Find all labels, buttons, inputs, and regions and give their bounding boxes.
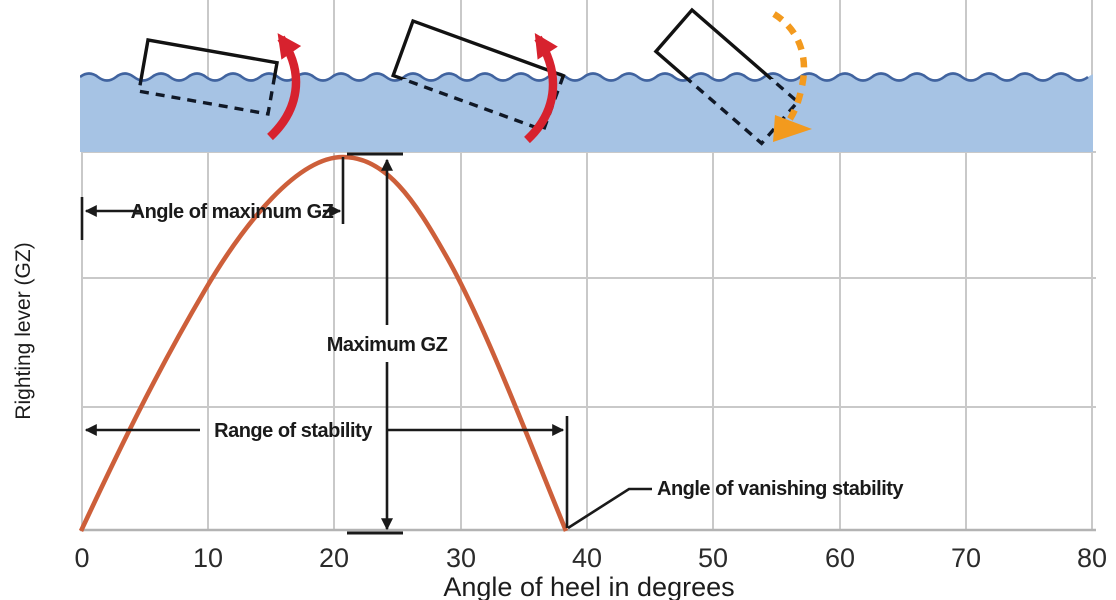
x-tick-70: 70 bbox=[951, 543, 981, 573]
callout-leader-line bbox=[567, 487, 652, 530]
x-tick-50: 50 bbox=[698, 543, 728, 573]
x-tick-0: 0 bbox=[74, 543, 89, 573]
callout-angle-of-vanishing-stability: Angle of vanishing stability bbox=[567, 478, 905, 530]
x-tick-80: 80 bbox=[1077, 543, 1107, 573]
x-tick-10: 10 bbox=[193, 543, 223, 573]
x-tick-40: 40 bbox=[572, 543, 602, 573]
x-tick-30: 30 bbox=[446, 543, 476, 573]
y-axis-label: Righting lever (GZ) bbox=[12, 242, 35, 419]
water-band bbox=[80, 72, 1093, 152]
dim-range-of-stability: Range of stability bbox=[84, 416, 569, 528]
righting-arrow-2 bbox=[524, 32, 558, 144]
dim-angle-of-maximum-gz: Angle of maximum GZ bbox=[80, 157, 345, 240]
x-tick-60: 60 bbox=[825, 543, 855, 573]
water-fill bbox=[80, 73, 1093, 152]
label-maximum-gz: Maximum GZ bbox=[327, 334, 448, 356]
ship-heel-moderate-hull bbox=[390, 18, 566, 79]
water-surface-line bbox=[80, 72, 1089, 82]
dim-maximum-gz: Maximum GZ bbox=[327, 152, 448, 535]
capsize-arrow bbox=[772, 11, 808, 121]
ships-above-water bbox=[137, 7, 801, 79]
ship-heel-small-submerged bbox=[137, 79, 279, 116]
x-axis-ticks: 0 10 20 30 40 50 60 70 80 bbox=[74, 543, 1107, 573]
ship-heel-capsizing-hull bbox=[653, 7, 801, 79]
x-axis-label: Angle of heel in degrees bbox=[443, 572, 734, 600]
righting-arrow-1 bbox=[267, 33, 302, 141]
x-tick-20: 20 bbox=[319, 543, 349, 573]
ship-heel-small-hull bbox=[137, 38, 279, 79]
label-angle-of-vanishing-stability: Angle of vanishing stability bbox=[657, 478, 904, 500]
label-angle-of-maximum-gz: Angle of maximum GZ bbox=[131, 201, 334, 223]
capsize-arrow-head-icon bbox=[773, 115, 812, 142]
label-range-of-stability: Range of stability bbox=[214, 420, 373, 442]
